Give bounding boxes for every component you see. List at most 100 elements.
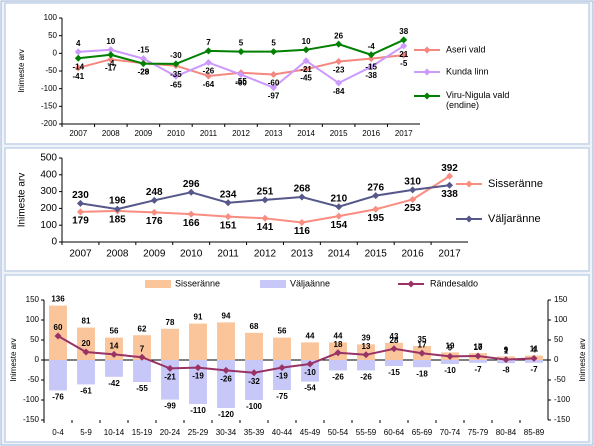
marker [82, 348, 90, 356]
x-tick-label: 2008 [106, 249, 129, 260]
panel [4, 2, 590, 145]
legend-label: Väljaänne [290, 278, 330, 288]
y-tick-label: -200 [41, 119, 58, 128]
marker [139, 55, 147, 63]
marker [187, 210, 195, 218]
marker [74, 48, 82, 56]
data-label: 35 [418, 335, 427, 344]
marker [150, 208, 158, 216]
y-tick-label: -50 [45, 66, 57, 75]
bar [273, 337, 291, 360]
x-tick-label: 2011 [217, 249, 239, 260]
bar [385, 360, 403, 366]
marker [166, 364, 174, 372]
y-tick-label: 400 [40, 169, 57, 180]
x-tick-label: 2013 [265, 129, 283, 138]
data-label: 43 [390, 332, 399, 341]
x-tick-label: 2017 [395, 129, 413, 138]
marker [298, 219, 306, 227]
x-tick-label: 2016 [362, 129, 380, 138]
y-tick-label: 50 [48, 31, 57, 40]
data-label: 338 [441, 189, 458, 200]
data-label: 4 [532, 346, 537, 355]
marker [400, 51, 408, 59]
y-tick-label: 0 [35, 355, 40, 364]
x-tick-label: 2015 [330, 129, 348, 138]
data-label: 116 [294, 226, 311, 237]
x-tick-label: 45-49 [300, 428, 321, 437]
data-label: -5 [400, 59, 408, 68]
x-tick-label: 40-44 [272, 428, 293, 437]
x-tick-label: 2017 [438, 249, 461, 260]
marker [302, 57, 310, 65]
data-label: 268 [294, 184, 311, 195]
marker [270, 71, 278, 79]
x-tick-label: 70-74 [440, 428, 461, 437]
marker [298, 193, 306, 201]
y-tick-label: -50 [27, 375, 39, 384]
data-label: 10 [302, 37, 311, 46]
data-label: -18 [416, 369, 428, 378]
y-tick-label: 500 [40, 153, 57, 164]
legend-marker [423, 68, 431, 76]
x-tick-label: 2013 [291, 249, 314, 260]
y-tick-label: 100 [26, 315, 40, 324]
data-label: 17 [418, 340, 427, 349]
y-tick-label: 50 [30, 335, 39, 344]
data-label: -45 [300, 73, 312, 82]
bar [245, 360, 263, 400]
marker [204, 59, 212, 67]
bar [441, 360, 459, 364]
marker [150, 196, 158, 204]
marker [334, 349, 342, 357]
x-tick-label: 65-69 [412, 428, 433, 437]
bar [49, 360, 67, 391]
x-tick-label: 75-79 [468, 428, 489, 437]
bar [133, 335, 151, 360]
marker [409, 186, 417, 194]
x-tick-label: 2014 [297, 129, 315, 138]
data-label: 9 [448, 344, 453, 353]
data-label: 154 [330, 220, 347, 231]
data-label: 151 [220, 220, 237, 231]
x-tick-label: 2007 [69, 249, 92, 260]
data-label: -26 [220, 375, 232, 384]
data-label: 210 [330, 193, 347, 204]
data-label: 5 [239, 39, 244, 48]
x-tick-label: 50-54 [328, 428, 349, 437]
marker [400, 42, 408, 50]
data-label: 310 [404, 177, 421, 188]
data-label: -10 [304, 368, 316, 377]
data-label: 19 [446, 342, 455, 351]
marker [270, 84, 278, 92]
marker [139, 60, 147, 68]
bar [245, 332, 263, 360]
legend-label: Aseri vald [446, 44, 486, 54]
marker [502, 356, 510, 364]
data-label: -26 [360, 373, 372, 382]
data-label: -54 [304, 384, 316, 393]
data-label: 44 [306, 332, 315, 341]
marker [302, 65, 310, 73]
marker [390, 345, 398, 353]
bar [161, 328, 179, 360]
y2-tick-label: -100 [554, 395, 571, 404]
data-label: -110 [190, 406, 206, 415]
marker [400, 36, 408, 44]
data-label: 10 [106, 37, 115, 46]
marker [446, 172, 454, 180]
marker [418, 349, 426, 357]
x-tick-label: 2009 [134, 129, 152, 138]
data-label: 14 [110, 342, 119, 351]
data-label: -8 [502, 365, 510, 374]
bar [413, 360, 431, 368]
y-tick-label: -150 [23, 415, 40, 424]
x-tick-label: 55-59 [356, 428, 377, 437]
marker [335, 57, 343, 65]
marker [270, 48, 278, 56]
data-label: 21 [399, 50, 408, 59]
data-label: 230 [72, 190, 89, 201]
x-tick-label: 20-24 [160, 428, 181, 437]
x-tick-label: 0-4 [52, 428, 64, 437]
data-label: -55 [235, 77, 247, 86]
